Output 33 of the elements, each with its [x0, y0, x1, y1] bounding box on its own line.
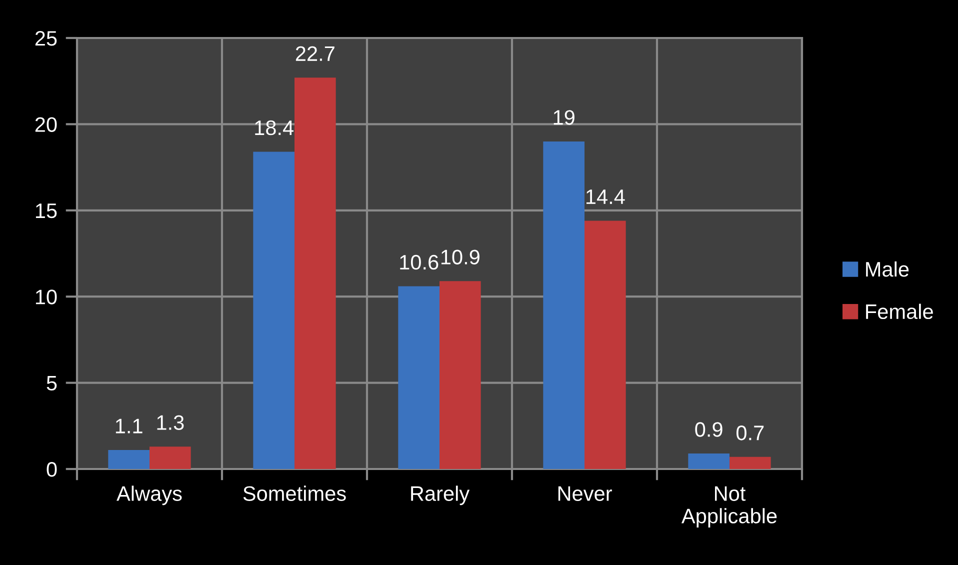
y-tick-label: 25: [35, 31, 57, 46]
data-label: 0.9: [695, 422, 722, 437]
x-tick-label: Always: [116, 486, 182, 506]
y-tick-label: 5: [46, 376, 57, 391]
data-label: 1.3: [157, 415, 184, 430]
bar: [253, 152, 294, 469]
bar: [440, 281, 481, 469]
data-label: 22.7: [296, 46, 334, 61]
data-label: 14.4: [586, 190, 625, 204]
data-label: 0.7: [736, 426, 764, 440]
y-tick-label: 10: [36, 290, 57, 304]
y-tick-label: 20: [35, 117, 57, 132]
x-tick-label: Sometimes: [243, 486, 346, 501]
bar: [108, 450, 150, 469]
x-tick-label: Never: [558, 486, 612, 501]
data-label: 1.1: [116, 418, 142, 434]
bar: [543, 141, 584, 469]
bar: [688, 453, 730, 469]
bar: [294, 78, 336, 469]
bar: [730, 456, 771, 469]
x-tick-label: Not Applicable: [681, 486, 777, 528]
data-label: 19: [554, 110, 574, 125]
bar: [398, 286, 440, 469]
data-label: 18.4: [255, 120, 294, 136]
bar: [584, 220, 626, 469]
x-tick-label: Rarely: [411, 486, 470, 506]
y-tick-label: 0: [46, 462, 57, 477]
legend-label: Female: [866, 304, 933, 320]
legend-label: Male: [866, 261, 909, 277]
y-tick-label: 15: [36, 204, 57, 218]
data-label: 10.9: [441, 250, 480, 264]
bar: [150, 446, 191, 469]
data-label: 10.6: [400, 254, 438, 270]
